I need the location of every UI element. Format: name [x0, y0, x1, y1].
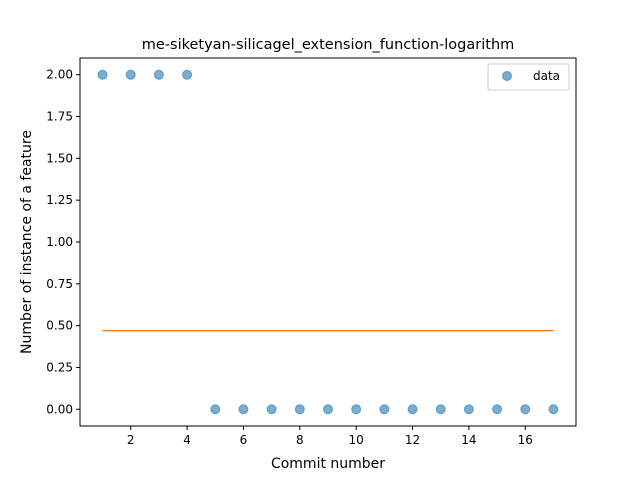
plot-area	[97, 69, 559, 415]
data-point	[520, 404, 531, 415]
data-point	[435, 404, 446, 415]
plot-frame	[79, 57, 577, 427]
data-point	[238, 404, 249, 415]
data-point	[492, 404, 503, 415]
data-point	[351, 404, 362, 415]
y-axis-title: Number of instance of a feature	[19, 130, 35, 354]
data-point	[125, 69, 136, 80]
data-point	[323, 404, 333, 415]
x-tick-label: 4	[183, 433, 191, 447]
data-point	[153, 69, 164, 80]
x-tick-label: 16	[518, 433, 533, 447]
y-tick-label: 0.25	[46, 360, 73, 374]
y-tick-label: 1.25	[46, 193, 73, 207]
data-point	[294, 404, 305, 415]
data-point	[407, 404, 418, 415]
data-point	[548, 404, 559, 415]
x-axis-title: Commit number	[271, 456, 385, 472]
legend-marker-data	[502, 71, 512, 81]
x-tick-label: 8	[296, 433, 304, 447]
data-point	[182, 69, 193, 80]
y-tick-label: 2.00	[46, 68, 73, 82]
chart-title: me-siketyan-silicagel_extension_function…	[142, 37, 515, 53]
x-tick-label: 10	[349, 433, 364, 447]
y-axis: 0.00 0.25 0.50 0.75 1.00 1.25 1.50 1.75 2.00	[46, 68, 80, 416]
legend-box	[487, 63, 570, 91]
data-point	[379, 404, 390, 415]
data-point	[97, 69, 108, 80]
x-tick-label: 2	[127, 433, 135, 447]
y-tick-label: 0.50	[46, 319, 73, 333]
data-point	[463, 404, 474, 415]
x-tick-label: 12	[405, 433, 420, 447]
y-tick-label: 1.00	[46, 235, 73, 249]
data-point	[266, 404, 277, 415]
y-tick-label: 0.75	[46, 277, 73, 291]
x-axis: 2 4 6 8 10 12 14 16	[127, 426, 533, 447]
x-tick-label: 6	[240, 433, 248, 447]
y-tick-label: 1.50	[46, 151, 73, 165]
legend: data	[487, 63, 570, 91]
y-tick-label: 1.75	[46, 110, 73, 124]
data-point	[210, 404, 221, 415]
y-tick-label: 0.00	[46, 402, 73, 416]
legend-label-data: data	[533, 69, 560, 83]
x-tick-label: 14	[461, 433, 476, 447]
